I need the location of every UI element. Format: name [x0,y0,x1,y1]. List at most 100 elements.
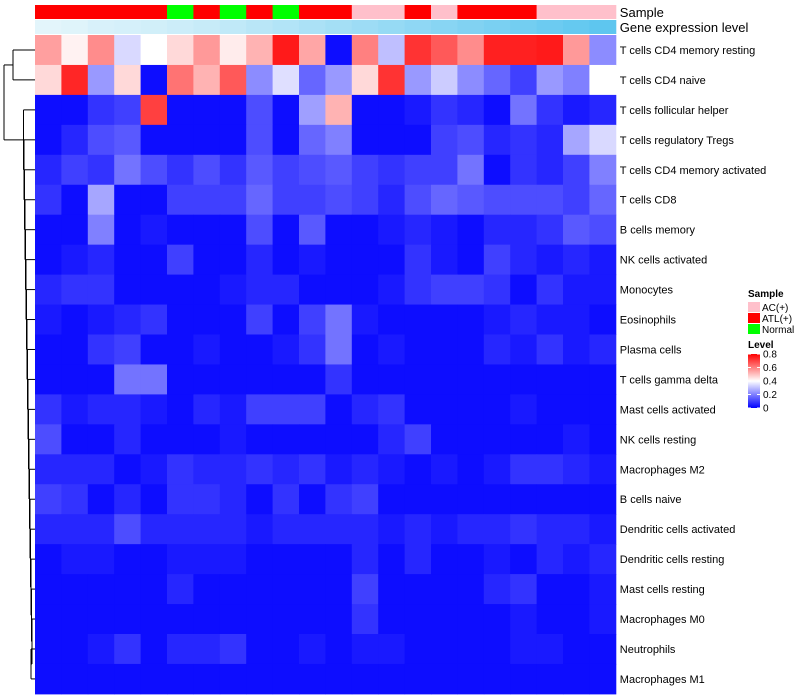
heatmap-cell [299,424,326,455]
heatmap-cell [35,364,62,395]
heatmap-cell [483,394,511,425]
heatmap-cell [193,154,221,186]
heatmap-cell [589,424,617,455]
heatmap-cell [378,214,406,246]
heatmap-cell [219,214,247,246]
heatmap-cell [114,544,142,575]
colorbar-tick-label: 0.8 [763,350,777,361]
heatmap-cell [351,514,379,545]
heatmap-cell [378,424,406,455]
heatmap-cell [61,124,89,156]
heatmap-cell [35,124,62,156]
heatmap-cell [61,244,89,276]
heatmap-cell [510,514,538,545]
heatmap-cell [536,124,564,156]
heatmap-cell [140,544,168,575]
heatmap-cell [61,514,89,545]
heatmap-cell [167,424,194,455]
heatmap-cell [325,334,353,365]
legend-entry: AC(+) [762,303,788,314]
heatmap-cell [457,64,485,96]
heatmap-cell [431,514,458,545]
heatmap-cell [536,514,564,545]
heatmap-cell [536,94,564,126]
heatmap-cell [35,484,62,515]
row-label: B cells memory [620,225,696,237]
heatmap-cell [404,94,432,126]
heatmap-cell [35,184,62,216]
heatmap-cell [299,64,326,96]
heatmap-cell [589,454,617,485]
heatmap-cell [536,544,564,575]
heatmap-cell [431,244,458,276]
heatmap-cell [351,124,379,156]
heatmap-cell [219,304,247,335]
row-label: Eosinophils [620,315,677,327]
heatmap-cells [35,35,617,695]
heatmap-cell [404,124,432,156]
heatmap-cell [563,604,590,635]
heatmap-cell [536,35,564,66]
heatmap-cell [325,514,353,545]
heatmap-cell [510,35,538,66]
heatmap-cell [457,484,485,515]
heatmap-cell [114,304,142,335]
heatmap-cell [457,94,485,126]
heatmap-cell [219,64,247,96]
heatmap-cell [457,274,485,306]
heatmap-cell [272,124,300,156]
heatmap-cell [457,304,485,335]
heatmap-cell [193,394,221,425]
heatmap-cell [457,184,485,216]
heatmap-cell [87,394,115,425]
row-label: Dendritic cells activated [620,524,736,536]
heatmap-cell [35,94,62,126]
gene-expression-annotation-cell [431,20,458,34]
heatmap-cell [246,634,274,665]
heatmap-cell [431,184,458,216]
heatmap-cell [87,35,115,66]
heatmap-cell [378,544,406,575]
heatmap-cell [510,214,538,246]
heatmap-cell [378,274,406,306]
heatmap-cell [140,64,168,96]
heatmap-cell [61,35,89,66]
heatmap-cell [325,364,353,395]
heatmap-cell [457,214,485,246]
heatmap-cell [536,154,564,186]
heatmap-cell [61,334,89,365]
heatmap-cell [563,304,590,335]
heatmap-cell [431,124,458,156]
heatmap-cell [536,244,564,276]
heatmap-cell [114,244,142,276]
row-label: Plasma cells [620,344,682,356]
heatmap-cell [140,334,168,365]
heatmap-cell [563,424,590,455]
heatmap-cell [510,364,538,395]
heatmap-cell [299,634,326,665]
heatmap-cell [431,35,458,66]
heatmap-cell [325,574,353,605]
heatmap-cell [589,124,617,156]
heatmap-cell [219,574,247,605]
heatmap-cell [299,304,326,335]
heatmap-cell [299,574,326,605]
heatmap-cell [563,35,590,66]
heatmap-cell [589,94,617,126]
heatmap-cell [457,663,485,695]
heatmap-cell [167,514,194,545]
heatmap-cell [457,154,485,186]
row-label: Macrophages M0 [620,614,705,626]
heatmap-cell [61,544,89,575]
heatmap-cell [589,604,617,635]
heatmap-cell [114,424,142,455]
heatmap-cell [325,94,353,126]
heatmap-cell [404,35,432,66]
gene-expression-annotation-cell [87,20,115,34]
heatmap-cell [193,244,221,276]
heatmap-cell [219,274,247,306]
heatmap-cell [167,364,194,395]
heatmap-cell [246,663,274,695]
heatmap-cell [404,604,432,635]
